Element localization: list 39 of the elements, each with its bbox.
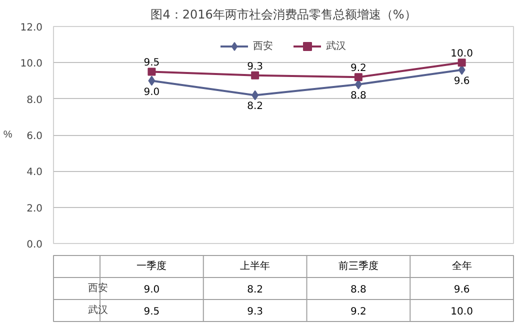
- text: 8.2: [247, 101, 264, 112]
- text: 9.6: [454, 76, 470, 87]
- point: [458, 58, 466, 67]
- y-tick-label: 8.0: [26, 94, 43, 106]
- x-tick-label: 一季度: [136, 260, 167, 272]
- legend-label: 西安: [253, 40, 273, 53]
- data-label: 8.8: [350, 284, 366, 296]
- x-tick-label: 前三季度: [338, 260, 378, 272]
- data-label: 9.3: [247, 306, 264, 318]
- y-tick-label: 6.0: [26, 131, 43, 142]
- text: 西安: [88, 283, 108, 294]
- point: [148, 76, 156, 86]
- point: [252, 90, 259, 100]
- data-label: 9.5: [144, 306, 160, 318]
- y-tick-label: 12.0: [20, 22, 42, 34]
- data-label: 10.0: [450, 306, 473, 318]
- point: [251, 71, 260, 80]
- chart-title: 图4：2016年两市社会消费品零售总额增速（%）: [150, 8, 416, 22]
- text: 9.2: [350, 63, 366, 74]
- text: 8.8: [350, 90, 366, 102]
- point: [148, 68, 156, 76]
- x-tick-label: 全年: [452, 260, 472, 272]
- data-label: 9.0: [144, 284, 160, 296]
- legend-label: 武汉: [326, 40, 346, 53]
- text: 9.0: [144, 86, 160, 98]
- x-tick-label: 上半年: [240, 260, 270, 272]
- data-label: 9.6: [454, 284, 470, 296]
- y-tick-label: 4.0: [26, 167, 43, 178]
- text: 9.5: [144, 58, 160, 69]
- y-tick-label: 2.0: [26, 203, 43, 214]
- data-label: 9.2: [350, 306, 366, 318]
- text: 武汉: [88, 305, 108, 316]
- y-tick-label: 10.0: [20, 58, 42, 70]
- y-tick-label: 0.0: [26, 240, 43, 250]
- text: 9.3: [247, 61, 264, 72]
- y-axis-title: %: [3, 130, 12, 140]
- point: [354, 73, 362, 82]
- data-label: 8.2: [247, 284, 264, 296]
- text: 10.0: [450, 48, 473, 60]
